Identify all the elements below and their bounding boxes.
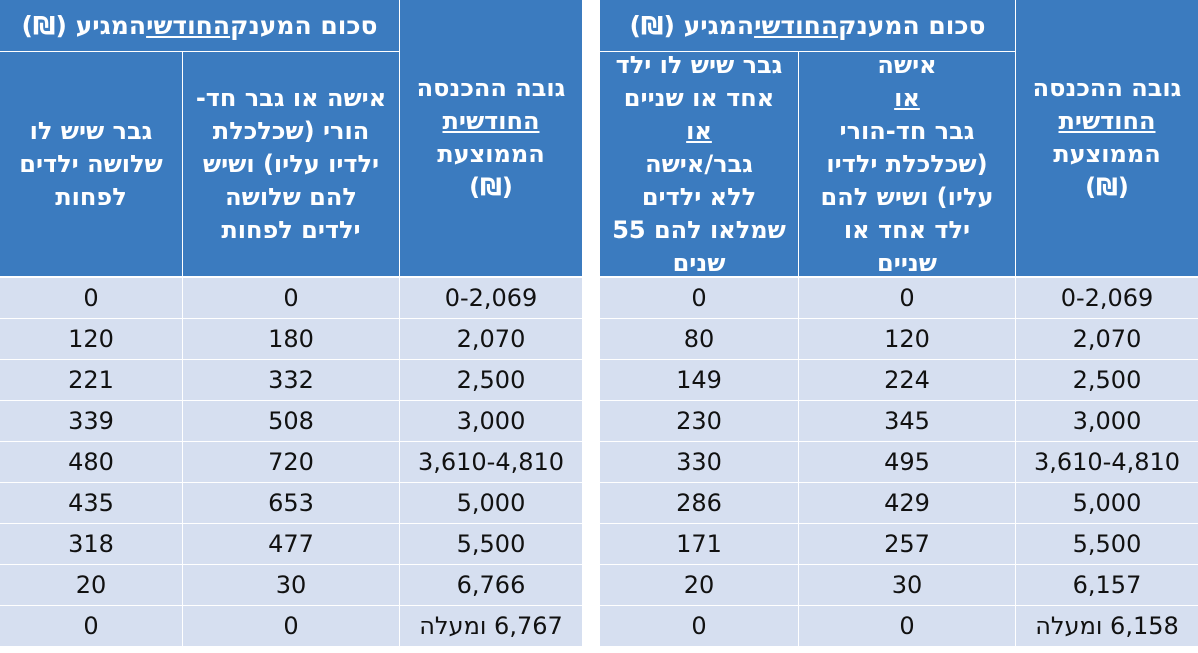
income-cell: 2,070 (1016, 318, 1198, 359)
grant-cell: 30 (183, 564, 399, 605)
grant-cell: 20 (0, 564, 182, 605)
grant-table-left: סכום המענק החודשי המגיע (₪) גובה ההכנסה … (0, 0, 582, 653)
grant-cell: 345 (799, 400, 1015, 441)
grant-cell: 230 (600, 400, 798, 441)
grant-cell: 120 (799, 318, 1015, 359)
grant-cell: 224 (799, 359, 1015, 400)
income-column-header: גובה ההכנסה החודשית הממוצעת (₪) (400, 0, 582, 276)
income-cell: 2,070 (400, 318, 582, 359)
grant-cell: 0 (799, 277, 1015, 318)
grant-cell: 0 (600, 605, 798, 646)
grant-cell: 257 (799, 523, 1015, 564)
grant-cell: 429 (799, 482, 1015, 523)
income-cell: 6,157 (1016, 564, 1198, 605)
grant-cell: 720 (183, 441, 399, 482)
single-parent-1-2-children-header: אישה או גבר חד-הורי (שכלכלת ילדיו עליו) … (799, 51, 1015, 277)
income-cell: 5,000 (400, 482, 582, 523)
income-cell: 2,500 (400, 359, 582, 400)
grant-cell: 0 (799, 605, 1015, 646)
grant-cell: 480 (0, 441, 182, 482)
grant-cell: 508 (183, 400, 399, 441)
income-cell: 6,158 ומעלה (1016, 605, 1198, 646)
grant-cell: 80 (600, 318, 798, 359)
grant-cell: 0 (0, 277, 182, 318)
income-cell: 5,500 (1016, 523, 1198, 564)
grant-table-right: סכום המענק החודשי המגיע (₪) גובה ההכנסה … (600, 0, 1198, 653)
income-cell: 2,500 (1016, 359, 1198, 400)
grant-cell: 0 (183, 605, 399, 646)
grant-cell: 0 (600, 277, 798, 318)
income-column-header: גובה ההכנסה החודשית הממוצעת (₪) (1016, 0, 1198, 276)
income-cell: 3,610-4,810 (400, 441, 582, 482)
income-cell: 0-2,069 (1016, 277, 1198, 318)
single-parent-3-children-header: אישה או גבר חד- הורי (שכלכלת ילדיו עליו)… (183, 52, 399, 276)
man-1-2-children-header: גבר שיש לו ילד אחד או שניים או גבר/אישה … (600, 51, 798, 277)
grant-cell: 221 (0, 359, 182, 400)
grant-cell: 180 (183, 318, 399, 359)
grant-cell: 30 (799, 564, 1015, 605)
grant-amount-header: סכום המענק החודשי המגיע (₪) (600, 0, 1015, 51)
grant-cell: 149 (600, 359, 798, 400)
income-cell: 6,767 ומעלה (400, 605, 582, 646)
grant-cell: 0 (183, 277, 399, 318)
grant-cell: 286 (600, 482, 798, 523)
grant-cell: 330 (600, 441, 798, 482)
grant-cell: 20 (600, 564, 798, 605)
income-cell: 6,766 (400, 564, 582, 605)
grant-cell: 0 (0, 605, 182, 646)
grant-amount-header: סכום המענק החודשי המגיע (₪) (0, 0, 399, 51)
grant-cell: 435 (0, 482, 182, 523)
income-cell: 5,500 (400, 523, 582, 564)
grant-cell: 120 (0, 318, 182, 359)
grant-cell: 332 (183, 359, 399, 400)
grant-cell: 171 (600, 523, 798, 564)
income-cell: 5,000 (1016, 482, 1198, 523)
grant-cell: 318 (0, 523, 182, 564)
grant-cell: 653 (183, 482, 399, 523)
grant-cell: 339 (0, 400, 182, 441)
grant-cell: 477 (183, 523, 399, 564)
income-cell: 3,000 (400, 400, 582, 441)
grant-cell: 495 (799, 441, 1015, 482)
income-cell: 3,610-4,810 (1016, 441, 1198, 482)
income-cell: 3,000 (1016, 400, 1198, 441)
man-3-children-header: גבר שיש לו שלושה ילדים לפחות (0, 52, 182, 276)
income-cell: 0-2,069 (400, 277, 582, 318)
